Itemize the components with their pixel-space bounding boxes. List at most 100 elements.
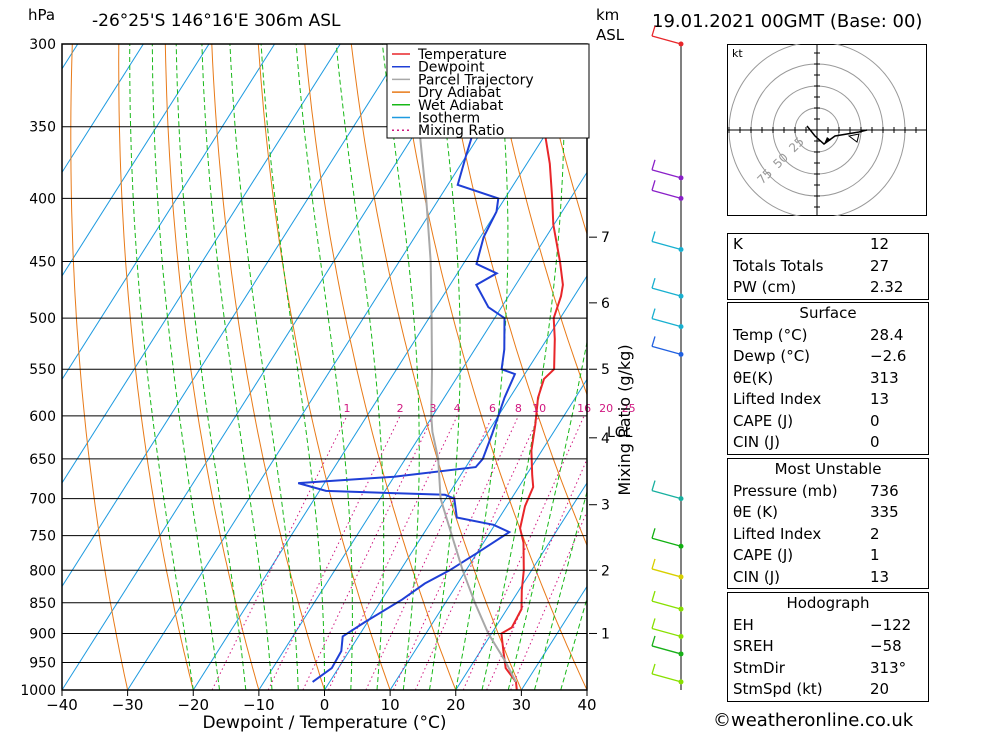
mixing-ratio-label: 10: [532, 402, 546, 415]
wind-level-dot: [678, 574, 684, 580]
pressure-tick-label: 600: [29, 409, 56, 425]
wind-barb-flag: [651, 231, 656, 242]
legend-item-label: Wet Adiabat: [418, 98, 504, 114]
wind-barb-flag: [651, 25, 656, 37]
wet-adiabat-line: [560, 596, 587, 690]
hodograph-stat-value: 20: [870, 680, 890, 698]
wet-adiabat-line: [295, 44, 353, 690]
wind-level-dot: [678, 324, 684, 330]
wind-barb-flag: [651, 528, 656, 539]
hodograph-stats-panel: Hodograph EH −122 SREH −58 StmDir 313° StmSpd …: [727, 592, 929, 702]
wind-level-dot: [678, 195, 684, 201]
dry-adiabat-line: [490, 44, 587, 397]
wind-barb: [651, 568, 682, 578]
wet-adiabat-line: [151, 44, 220, 690]
hodograph-stat-value: −58: [870, 637, 902, 655]
storm-motion-arrow: [824, 137, 831, 144]
wind-barb: [651, 627, 682, 638]
series-parcel-trajectory-line: [411, 44, 517, 683]
copyright-link[interactable]: ©weatheronline.co.uk: [713, 710, 914, 731]
mixing-ratio-line: [365, 415, 493, 690]
wind-barb: [651, 345, 682, 356]
wind-barb-flag: [651, 635, 656, 647]
series-dewpoint-line: [297, 44, 517, 683]
mixing-ratio-label: 3: [429, 402, 436, 415]
legend-item-label: Dewpoint: [418, 60, 485, 76]
mixing-ratio-label: 20: [599, 402, 613, 415]
mixing-ratio-label: 8: [515, 402, 522, 415]
index-row: PW (cm) 2.32: [728, 277, 928, 299]
most-unstable-row: Pressure (mb) 736: [728, 481, 928, 503]
wind-barb-flag: [651, 308, 656, 319]
series-temperature-line: [500, 44, 564, 690]
x-tick-label: −30: [112, 696, 144, 714]
wind-barb: [651, 317, 682, 328]
wind-level-dot: [678, 651, 684, 657]
wet-adiabat-line: [201, 44, 273, 690]
index-row: K 12: [728, 234, 928, 256]
km-unit-label: km: [596, 6, 620, 24]
x-tick-label: 20: [446, 696, 465, 714]
x-tick-label: −20: [177, 696, 209, 714]
most-unstable-label: θE (K): [733, 503, 778, 521]
surface-row: Temp (°C) 28.4: [728, 325, 928, 347]
surface-value: 313: [870, 368, 899, 387]
pressure-unit-label: hPa: [28, 6, 56, 24]
wind-barb: [651, 489, 682, 500]
mixing-ratio-label: 25: [622, 402, 636, 415]
wind-barb: [651, 35, 682, 45]
isotherm-line: [324, 274, 587, 690]
km-tick-label: 2: [601, 563, 610, 579]
most-unstable-value: 1: [870, 546, 880, 564]
surface-title: Surface: [799, 304, 857, 322]
most-unstable-value: 2: [870, 524, 880, 543]
dry-adiabat-line: [397, 44, 587, 690]
surface-label: Dewp (°C): [733, 347, 811, 365]
pressure-tick-label: 450: [29, 255, 56, 271]
most-unstable-value: 335: [870, 503, 899, 521]
dry-adiabat-line: [118, 44, 194, 690]
wind-barb: [651, 287, 682, 297]
km-tick-label: 4: [601, 431, 610, 447]
x-tick-label: 0: [320, 696, 330, 714]
pressure-tick-label: 950: [29, 655, 56, 671]
surface-label: Lifted Index: [733, 390, 822, 408]
mixing-ratio-axis-label: Mixing Ratio (g/kg): [615, 344, 634, 495]
mixing-ratio-line: [267, 415, 401, 690]
isotherm-line: [258, 171, 587, 690]
mixing-ratio-line: [510, 510, 587, 690]
most-unstable-value: 13: [870, 567, 890, 586]
wind-level-dot: [678, 351, 684, 357]
most-unstable-label: Lifted Index: [733, 524, 822, 543]
isotherm-line: [389, 378, 587, 690]
pressure-tick-label: 800: [29, 563, 56, 579]
lcl-label: LCL: [607, 425, 633, 441]
x-tick-label: 10: [381, 696, 400, 714]
wind-level-dot: [678, 543, 684, 549]
hodograph-stat-row: StmDir 313°: [728, 658, 928, 680]
surface-row: Lifted Index 13: [728, 389, 928, 411]
km-tick-label: 7: [601, 230, 610, 246]
hodograph-unit-label: kt: [732, 47, 743, 60]
most-unstable-label: Pressure (mb): [733, 481, 838, 500]
hodograph-marker: [847, 133, 860, 143]
wind-barb-flag: [651, 480, 656, 491]
mixing-ratio-label: 4: [454, 402, 461, 415]
mixing-ratio-line: [328, 415, 458, 690]
hodograph-stat-label: EH: [733, 615, 754, 634]
wind-barb: [651, 537, 682, 547]
x-tick-label: −10: [243, 696, 275, 714]
mixing-ratio-label: 6: [489, 402, 496, 415]
plot-frame: [61, 43, 588, 691]
dry-adiabat-line: [536, 44, 587, 236]
isotherm-line: [62, 44, 407, 588]
hodograph-stat-row: SREH −58: [728, 636, 928, 658]
pressure-tick-label: 500: [29, 311, 56, 327]
pressure-tick-label: 300: [29, 37, 56, 53]
hodograph-stat-label: SREH: [733, 637, 774, 655]
wind-barb-flag: [651, 159, 656, 171]
index-row: Totals Totals 27: [728, 256, 928, 278]
surface-value: 13: [870, 390, 890, 408]
